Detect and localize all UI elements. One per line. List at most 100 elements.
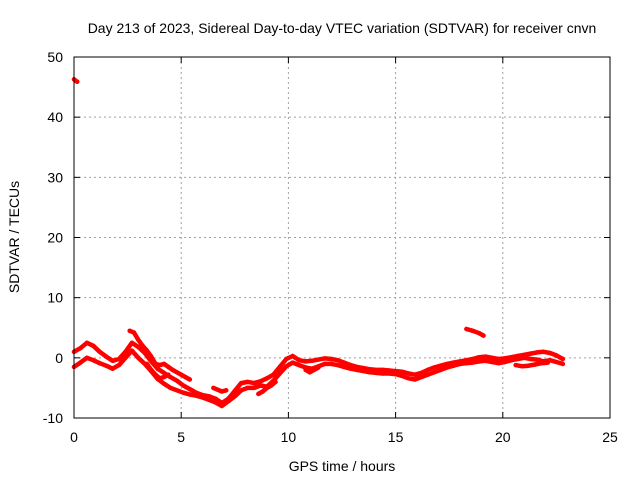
data-point	[502, 359, 508, 365]
data-point	[560, 361, 565, 367]
data-point	[374, 370, 379, 376]
data-point	[168, 385, 173, 391]
data-point	[116, 362, 122, 368]
data-point	[264, 385, 270, 391]
x-axis-label: GPS time / hours	[289, 458, 396, 474]
data-point	[91, 358, 96, 363]
data-point	[438, 363, 443, 368]
data-point	[399, 373, 405, 379]
data-point	[116, 356, 122, 362]
data-point	[157, 362, 162, 368]
data-point	[509, 358, 514, 363]
data-point	[322, 356, 327, 361]
data-point	[526, 363, 531, 368]
data-point	[296, 362, 302, 368]
x-tick-label: 0	[70, 429, 78, 445]
data-point	[406, 371, 411, 376]
data-point	[136, 355, 141, 360]
data-point	[322, 361, 327, 367]
data-point	[239, 380, 244, 386]
data-point	[387, 371, 392, 376]
data-point	[489, 359, 495, 365]
data-point	[251, 385, 257, 391]
data-point	[224, 388, 229, 393]
data-point	[179, 372, 184, 377]
y-tick-label: 30	[47, 169, 63, 185]
data-point	[284, 364, 289, 369]
data-point	[232, 388, 237, 394]
data-point	[307, 370, 312, 375]
data-point	[489, 355, 495, 360]
data-point	[554, 359, 559, 365]
data-point	[432, 365, 437, 370]
data-point	[226, 399, 231, 404]
data-point	[174, 388, 180, 393]
data-point	[519, 364, 525, 369]
data-point	[245, 379, 250, 385]
data-point	[303, 367, 308, 373]
x-tick-label: 10	[281, 429, 297, 445]
data-point	[534, 350, 540, 355]
data-point	[393, 371, 398, 377]
data-point	[161, 361, 167, 367]
data-point	[256, 391, 261, 397]
data-point	[532, 362, 538, 367]
data-point	[528, 351, 533, 356]
x-tick-label: 20	[495, 429, 511, 445]
data-point	[264, 376, 270, 381]
data-point	[341, 364, 347, 370]
data-point	[290, 360, 295, 365]
data-point	[457, 361, 463, 367]
data-point	[155, 366, 160, 371]
data-point	[380, 371, 385, 376]
data-point	[329, 356, 334, 362]
data-point	[123, 349, 128, 354]
data-point	[215, 387, 220, 392]
data-point	[380, 367, 385, 373]
data-point	[303, 359, 308, 364]
data-point	[560, 356, 565, 362]
data-point	[541, 349, 546, 354]
data-point	[464, 361, 469, 366]
y-tick-label: 0	[55, 350, 63, 366]
data-point	[269, 383, 274, 388]
data-point	[144, 348, 150, 353]
data-point	[554, 353, 559, 358]
data-point	[97, 349, 102, 354]
data-point	[166, 372, 171, 377]
data-point	[232, 394, 237, 399]
data-point	[166, 364, 171, 370]
data-point	[136, 337, 141, 342]
data-point	[144, 361, 150, 367]
y-tick-label: 20	[47, 230, 63, 246]
data-point	[136, 344, 141, 350]
data-point	[290, 353, 295, 359]
data-point	[181, 390, 186, 395]
data-point	[140, 343, 145, 348]
x-tick-label: 15	[388, 429, 404, 445]
data-point	[335, 362, 340, 368]
data-point	[129, 348, 135, 353]
data-point	[534, 357, 540, 362]
data-point	[483, 354, 488, 359]
data-point	[361, 368, 366, 374]
data-point	[432, 370, 437, 375]
x-tick-label: 25	[602, 429, 618, 445]
data-point	[78, 346, 83, 351]
data-point	[522, 355, 527, 360]
y-tick-label: 10	[47, 290, 63, 306]
data-point	[539, 361, 544, 366]
series-track-e	[211, 385, 229, 394]
data-point	[78, 360, 83, 365]
data-point	[496, 356, 501, 362]
data-point	[194, 393, 199, 398]
data-point	[477, 355, 482, 360]
data-point	[444, 365, 450, 370]
data-point	[470, 328, 475, 333]
data-point	[464, 326, 469, 332]
data-point	[170, 367, 175, 373]
data-point	[258, 383, 263, 388]
data-point	[348, 366, 353, 371]
data-point	[251, 380, 257, 386]
